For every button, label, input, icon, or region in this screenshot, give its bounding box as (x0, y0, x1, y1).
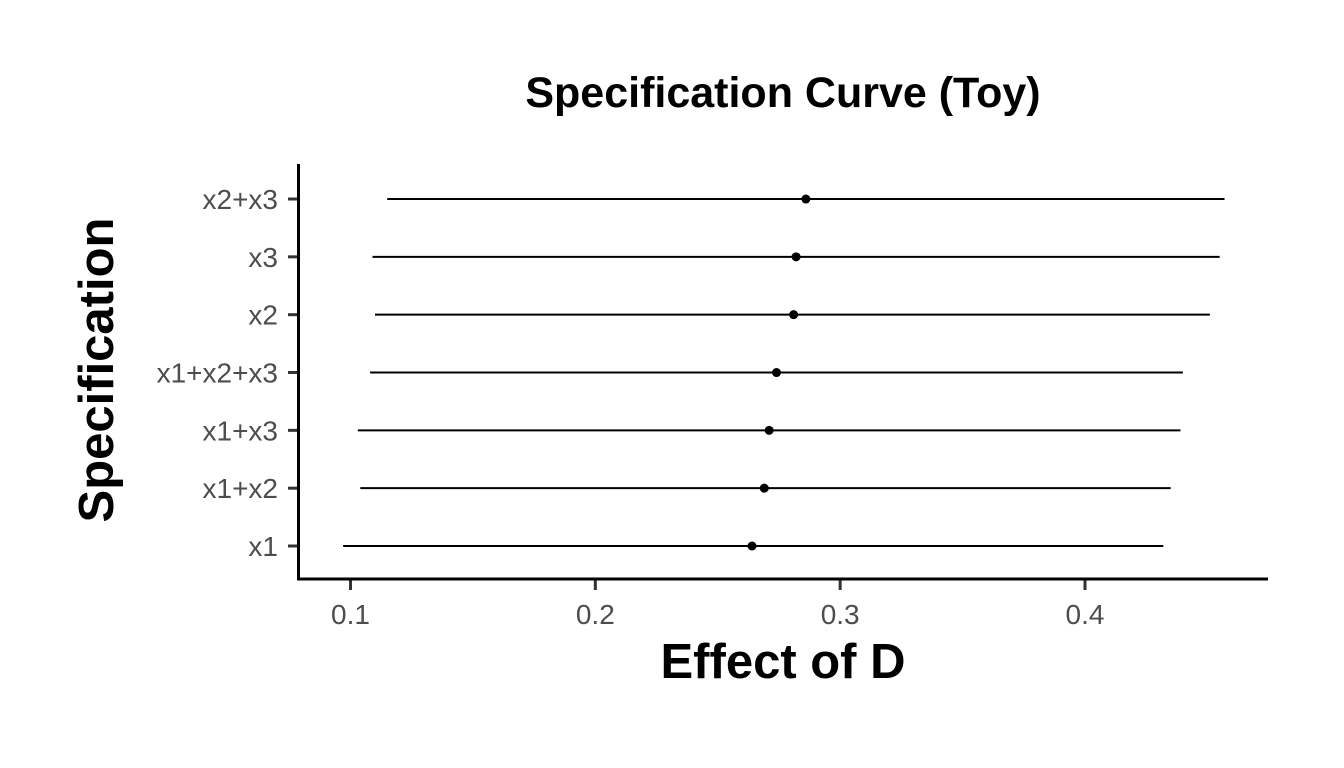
point-estimate (747, 541, 757, 551)
point-estimate (772, 368, 782, 378)
x-tick-label: 0.1 (331, 599, 370, 630)
confidence-intervals (343, 198, 1225, 547)
x-axis-title: Effect of D (660, 635, 906, 689)
y-tick-label: x3 (248, 242, 278, 273)
y-tick-label: x1+x2 (203, 473, 279, 504)
y-tick-label: x2 (248, 300, 278, 331)
point-estimate (789, 310, 799, 320)
point-estimates (747, 194, 811, 551)
point-estimate (764, 425, 774, 435)
y-tick-label: x1 (248, 531, 278, 562)
point-estimate (759, 483, 769, 493)
chart-title: Specification Curve (Toy) (525, 69, 1041, 117)
x-axis-ticks: 0.1 0.2 0.3 0.4 (331, 579, 1104, 630)
x-tick-label: 0.3 (821, 599, 860, 630)
x-tick-label: 0.4 (1066, 599, 1105, 630)
y-tick-label: x1+x3 (203, 415, 279, 446)
y-tick-label: x1+x2+x3 (157, 358, 278, 389)
y-axis-ticks: x1 x1+x2 x1+x3 x1+x2+x3 x2 x3 x2+x3 (157, 184, 298, 562)
x-tick-label: 0.2 (576, 599, 615, 630)
point-estimate (791, 252, 801, 262)
y-tick-label: x2+x3 (203, 184, 279, 215)
point-estimate (801, 194, 811, 204)
